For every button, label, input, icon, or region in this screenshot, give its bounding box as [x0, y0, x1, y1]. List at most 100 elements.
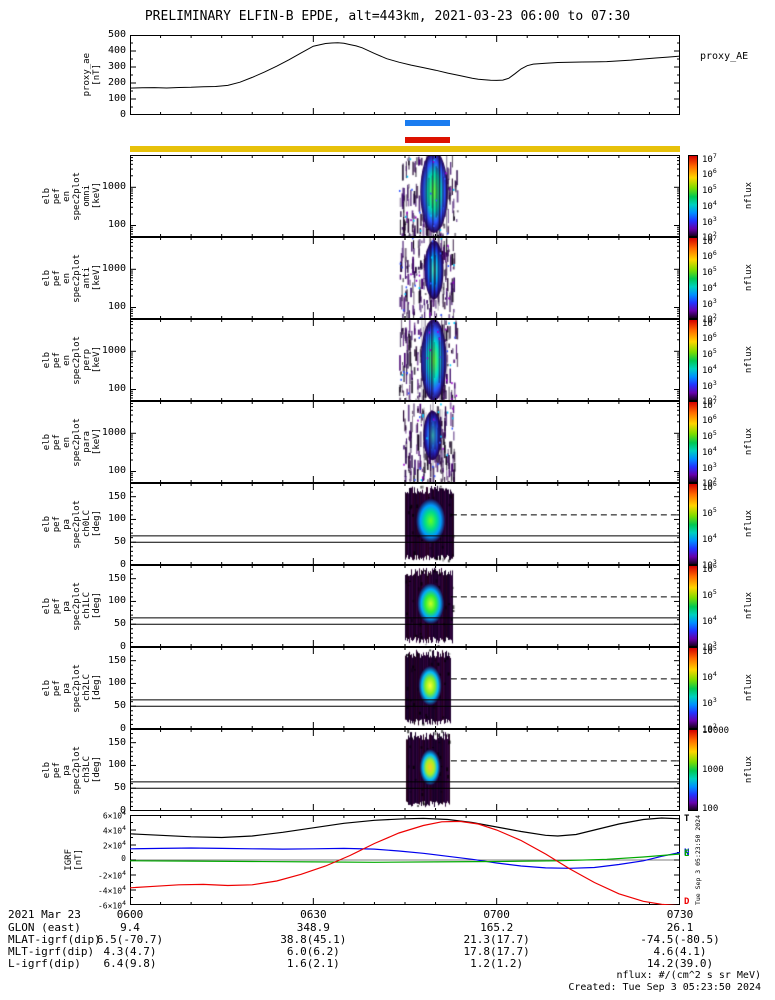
colorbar-pa_ch1LC [688, 565, 698, 647]
colorbar-tick: 102 [702, 312, 717, 326]
colorbar-tick: 105 [702, 505, 717, 519]
ylabel-line: pa [62, 600, 72, 612]
ylabel-line: spec2plot [72, 745, 82, 795]
ylabel-line: [deg] [92, 756, 102, 784]
panel-frame-pa_ch0LC [130, 483, 680, 565]
table-cell: 1.6(2.1) [286, 957, 340, 970]
ytick-label: 0 [119, 559, 126, 570]
colorbar-tick: 105 [702, 643, 717, 657]
time-tick-0730: 0730 [666, 908, 694, 921]
spectrogram-en_para [130, 401, 680, 483]
ylabel-line: [keV] [92, 428, 102, 456]
colorbar-tick: 106 [702, 249, 717, 263]
colorbar-pa_ch2LC [688, 647, 698, 729]
colorbar-tick: 104 [702, 614, 717, 628]
colorbar-title-pa_ch3LC: nflux [744, 756, 754, 784]
ylabel-pa_ch2LC: elb pef pa spec2plot ch2LC [deg] [40, 647, 102, 729]
igrf-series-label-N: N [684, 847, 690, 858]
ylabel-line: pa [62, 764, 72, 776]
ytick-label: 100 [107, 759, 126, 771]
colorbar-tick: 105 [702, 347, 717, 361]
ytick-label: 100 [107, 93, 126, 104]
panel-en_omni [130, 155, 680, 237]
ylabel-line: spec2plot [72, 499, 82, 549]
ylabel-line: ch3LC [82, 756, 92, 784]
table-row-label: MLT-igrf(dip) [8, 945, 95, 958]
ytick-label: 0 [121, 854, 126, 863]
colorbar-tick: 10000 [702, 725, 730, 736]
time-tick-0700: 0700 [483, 908, 510, 921]
ylabel-line: ch0LC [82, 510, 92, 538]
ytick-label: 100 [107, 677, 126, 689]
ylabel-line: spec2plot [72, 581, 82, 631]
ytick-label: 1000 [101, 181, 126, 193]
panel-pa_ch2LC [130, 647, 680, 729]
created-timestamp: Created: Tue Sep 3 05:23:50 2024 [568, 982, 761, 993]
panel-en_para [130, 401, 680, 483]
colorbar-tick: 107 [702, 233, 717, 247]
table-cell: 4.6(4.1) [653, 945, 707, 958]
table-row-label: MLAT-igrf(dip) [8, 933, 101, 946]
colorbar-tick: 103 [702, 640, 717, 654]
panel-frame-pa_ch3LC [130, 729, 680, 811]
ytick-label: 400 [107, 45, 126, 56]
ylabel-line: pef [52, 597, 62, 615]
ylabel-pa_ch3LC: elb pef pa spec2plot ch3LC [deg] [40, 729, 102, 811]
panel-frame-en_para [130, 401, 680, 483]
ylabel-line: [keV] [92, 264, 102, 292]
ylabel-line: pef [52, 433, 62, 451]
ytick-label: 150 [107, 736, 126, 748]
ytick-label: 1000 [101, 263, 126, 275]
ytick-label: -4×104 [97, 884, 126, 896]
date-label: 2021 Mar 23 [8, 908, 81, 921]
spectrogram-pa_ch2LC [130, 647, 680, 729]
table-cell: 348.9 [296, 921, 330, 934]
panel-pa_ch3LC [130, 729, 680, 811]
colorbar-title-en_anti: nflux [744, 264, 754, 292]
colorbar-tick: 105 [702, 587, 717, 601]
colorbar-tick: 103 [702, 214, 717, 228]
colorbar-pa_ch0LC [688, 483, 698, 565]
colorbar-tick: 102 [702, 230, 717, 244]
ylabel-line: elb [42, 515, 52, 533]
ytick-label: 50 [113, 536, 126, 548]
table-cell: 4.3(4.7) [103, 945, 157, 958]
ytick-label: 100 [107, 219, 126, 231]
ylabel-pa_ch0LC: elb pef pa spec2plot ch0LC [deg] [40, 483, 102, 565]
ytick-label: 100 [107, 513, 126, 525]
colorbar-title-pa_ch2LC: nflux [744, 674, 754, 702]
ylabel-line: [keV] [92, 346, 102, 374]
colorbar-tick: 102 [702, 476, 717, 490]
ytick-label: 100 [107, 383, 126, 395]
colorbar-tick: 104 [702, 198, 717, 212]
table-cell: -74.5(-80.5) [640, 933, 720, 946]
spectrogram-pa_ch3LC [130, 729, 680, 811]
panel-proxy_ae [130, 35, 680, 115]
ytick-label: 6×104 [102, 809, 126, 821]
ylabel-line: proxy_ae [82, 53, 92, 97]
igrf-series-label-E: E [684, 849, 690, 859]
ylabel-line: pa [62, 682, 72, 694]
colorbar-en_para [688, 401, 698, 483]
ytick-label: 100 [107, 595, 126, 607]
colorbar-tick: 107 [702, 315, 717, 329]
colorbar-title-en_omni: nflux [744, 182, 754, 210]
ylabel-line: spec2plot [72, 253, 82, 303]
ytick-label: 0 [119, 723, 126, 734]
colorbar-tick: 104 [702, 669, 717, 683]
ylabel-igrf: IGRF [nT] [36, 815, 84, 905]
colorbar-tick: 106 [702, 479, 717, 493]
table-cell: 14.2(39.0) [646, 957, 714, 970]
ytick-label: 100 [107, 301, 126, 313]
table-cell: 26.1 [666, 921, 694, 934]
ylabel-line: spec2plot [72, 335, 82, 385]
colorbar-tick: 102 [702, 394, 717, 408]
colorbar-title-pa_ch0LC: nflux [744, 510, 754, 538]
ylabel-line: anti [82, 267, 92, 289]
table-cell: 6.0(6.2) [286, 945, 340, 958]
plot-title: PRELIMINARY ELFIN-B EPDE, alt=443km, 202… [144, 9, 631, 24]
colorbar-tick: 103 [702, 558, 717, 572]
ylabel-line: ch1LC [82, 592, 92, 620]
ylabel-line: spec2plot [72, 171, 82, 221]
colorbar-tick: 104 [702, 280, 717, 294]
